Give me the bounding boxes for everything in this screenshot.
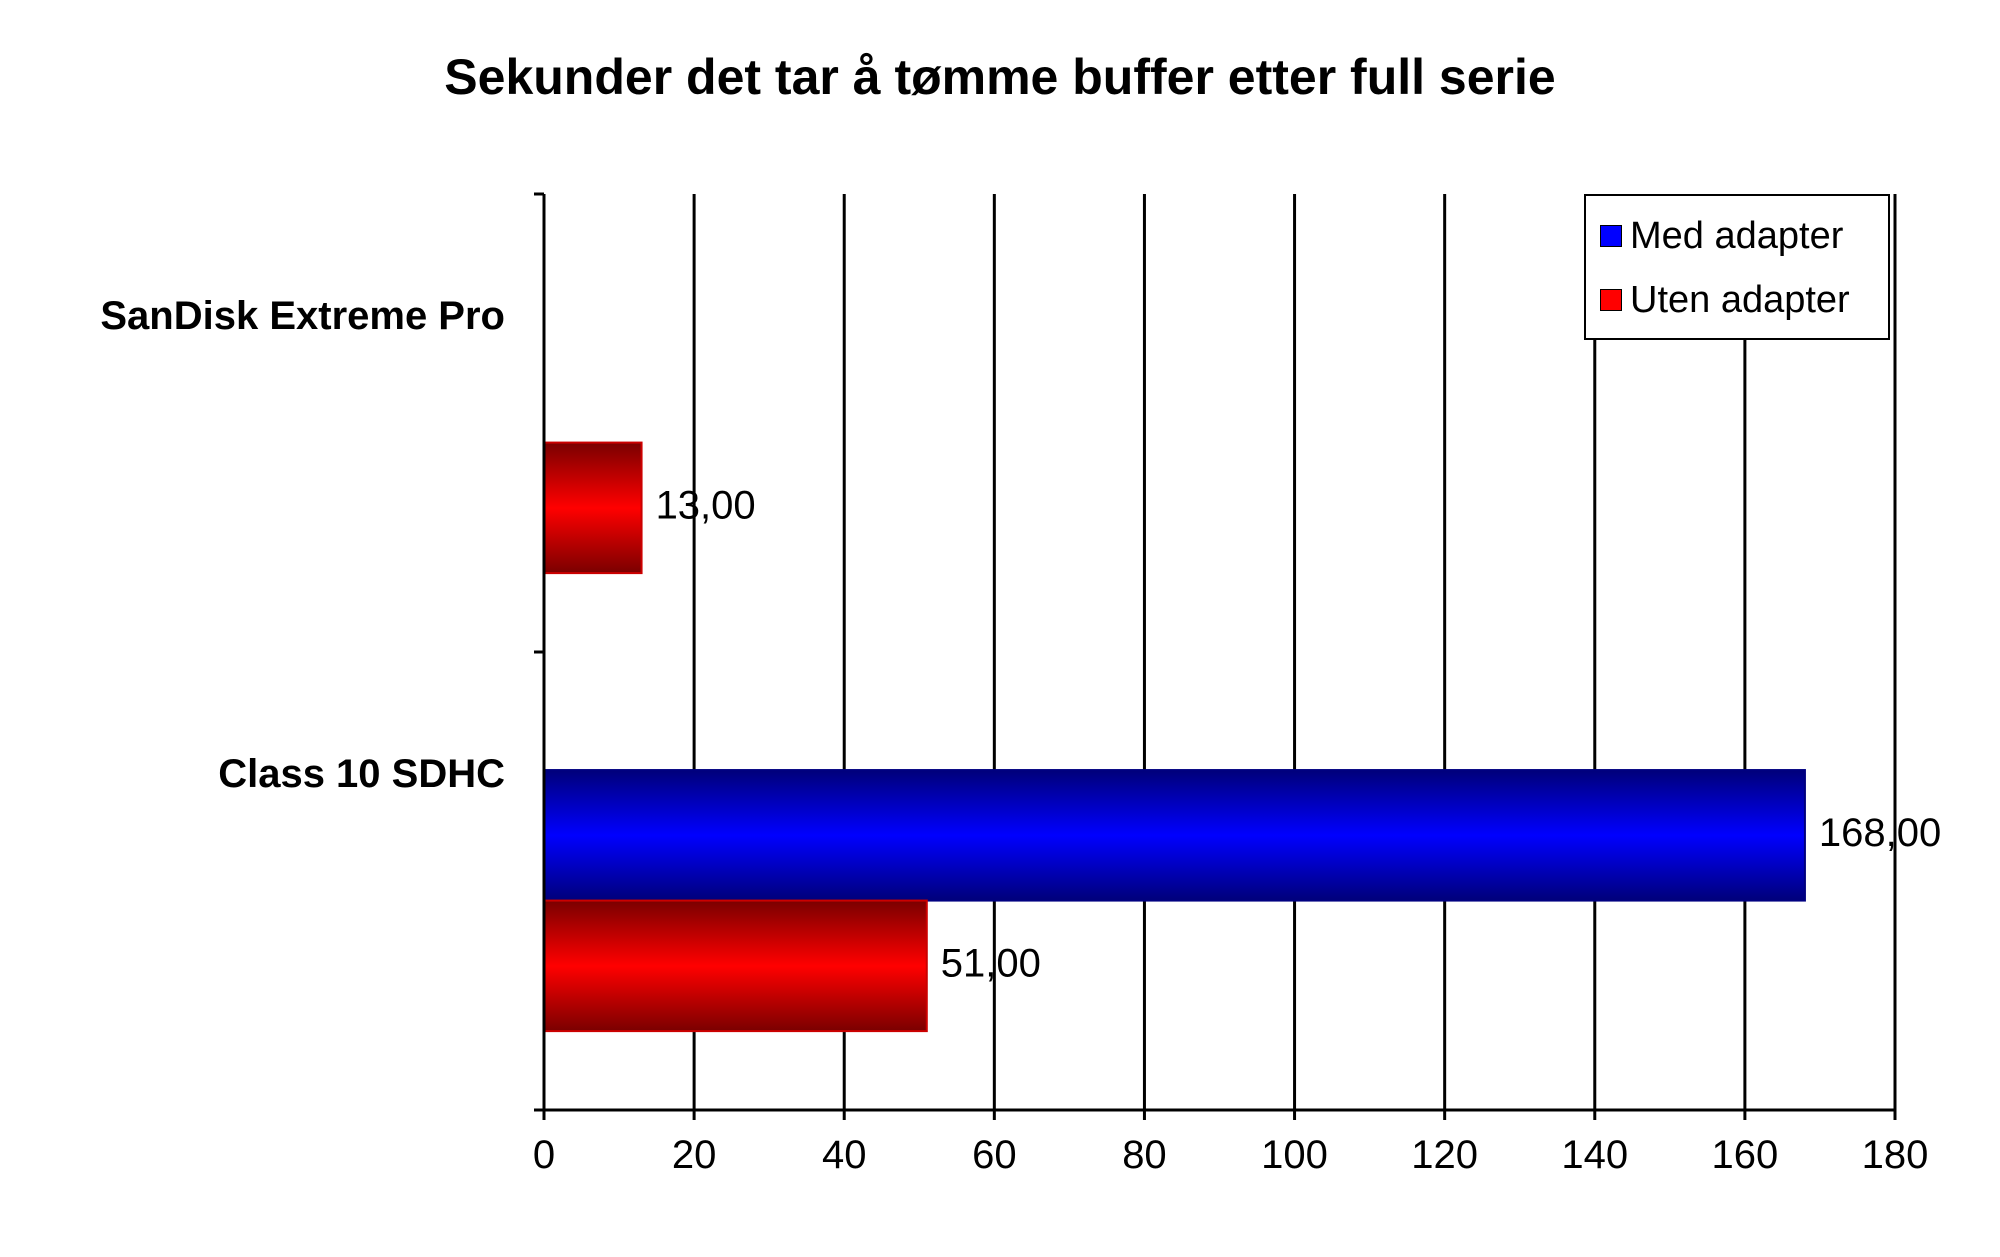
- category-label: SanDisk Extreme Pro: [100, 294, 505, 338]
- legend: Med adapter Uten adapter: [1584, 194, 1890, 340]
- x-tick-label: 40: [822, 1133, 867, 1177]
- x-tick-label: 160: [1712, 1133, 1779, 1177]
- chart-title: Sekunder det tar å tømme buffer etter fu…: [444, 49, 1556, 105]
- x-tick-label: 60: [972, 1133, 1017, 1177]
- data-label: 51,00: [941, 941, 1041, 985]
- category-label: Class 10 SDHC: [218, 752, 505, 796]
- x-tick-label: 140: [1561, 1133, 1628, 1177]
- x-tick-label: 120: [1411, 1133, 1478, 1177]
- bar-uten-adapter: [543, 899, 928, 1033]
- legend-swatch-red: [1600, 289, 1622, 311]
- x-tick-label: 0: [533, 1133, 555, 1177]
- x-tick-label: 180: [1862, 1133, 1929, 1177]
- legend-item-med-adapter: Med adapter: [1600, 211, 1843, 261]
- legend-label: Uten adapter: [1630, 278, 1850, 321]
- bar-med-adapter: [543, 769, 1806, 902]
- bar-uten-adapter: [543, 441, 643, 575]
- x-tick-label: 80: [1122, 1133, 1167, 1177]
- x-tick-label: 100: [1261, 1133, 1328, 1177]
- legend-swatch-blue: [1600, 225, 1622, 247]
- legend-label: Med adapter: [1630, 214, 1844, 257]
- legend-item-uten-adapter: Uten adapter: [1600, 275, 1850, 325]
- data-label: 168,00: [1819, 811, 1941, 855]
- data-label: 13,00: [656, 483, 756, 527]
- x-tick-label: 20: [672, 1133, 717, 1177]
